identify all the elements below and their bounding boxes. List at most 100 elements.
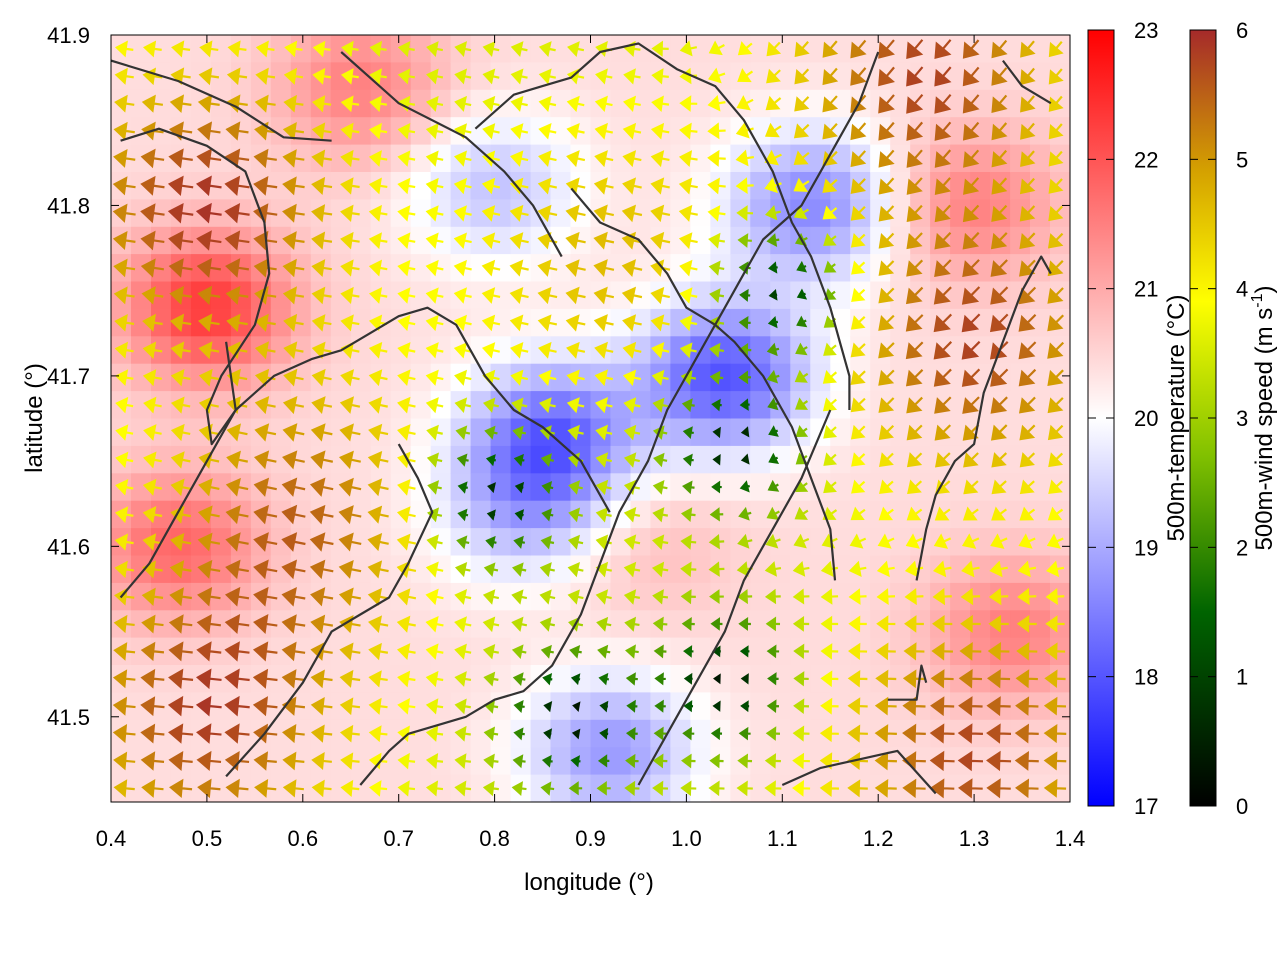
- temperature-cell: [131, 62, 152, 91]
- wind-arrow: [510, 41, 528, 58]
- wind-arrow: [112, 176, 136, 196]
- wind-arrow: [848, 615, 867, 633]
- temperature-cell: [131, 500, 152, 529]
- wind-arrow: [930, 669, 954, 689]
- wind-arrow: [1048, 68, 1064, 85]
- wind-arrow: [368, 423, 389, 442]
- temperature-cell: [970, 500, 991, 529]
- wind-arrow: [197, 505, 220, 524]
- temperature-cell: [330, 582, 352, 611]
- wind-arrow: [990, 368, 1009, 387]
- wind-arrow: [963, 452, 979, 468]
- wind-arrow: [254, 286, 277, 305]
- wind-arrow: [626, 699, 638, 713]
- temperature-cell: [770, 144, 791, 173]
- wind-arrow: [397, 698, 416, 715]
- wind-arrow: [796, 260, 808, 273]
- temperature-cell: [890, 62, 911, 91]
- wind-arrow: [253, 586, 278, 607]
- wind-arrow: [595, 68, 613, 85]
- temperature-cell: [750, 199, 771, 228]
- temperature-cell: [550, 199, 572, 228]
- temperature-cell: [810, 582, 831, 611]
- wind-arrow: [711, 480, 722, 494]
- wind-arrow: [1045, 588, 1065, 606]
- wind-arrow: [195, 695, 222, 717]
- wind-arrow: [170, 451, 191, 469]
- wind-arrow: [1048, 95, 1064, 112]
- wind-arrow: [425, 588, 444, 606]
- temperature-cell: [830, 473, 851, 502]
- wind-arrow: [850, 150, 867, 168]
- wind-arrow: [903, 642, 925, 661]
- wind-arrow: [653, 726, 667, 741]
- temperature-cell: [1030, 665, 1051, 693]
- wind-arrow: [678, 150, 698, 167]
- wind-arrow: [542, 673, 553, 686]
- temperature-cell: [1050, 144, 1070, 173]
- wind-arrow: [1047, 397, 1064, 414]
- temperature-cell: [830, 637, 851, 666]
- wind-arrow: [538, 150, 557, 168]
- wind-arrow: [878, 287, 895, 304]
- wind-arrow: [426, 534, 443, 550]
- wind-arrow: [341, 40, 359, 58]
- wind-arrow: [142, 313, 163, 332]
- temperature-cell: [770, 692, 791, 721]
- temperature-cell: [470, 281, 492, 310]
- wind-arrow: [367, 505, 389, 524]
- wind-arrow: [224, 175, 250, 196]
- temperature-cell: [210, 610, 232, 639]
- wind-arrow: [339, 724, 360, 743]
- temperature-cell: [610, 692, 632, 721]
- wind-arrow: [510, 68, 528, 85]
- temperature-cell: [830, 445, 851, 474]
- wind-arrow: [454, 616, 472, 633]
- wind-arrow: [254, 94, 276, 113]
- temperature-cell: [350, 637, 372, 666]
- wind-arrow: [850, 506, 866, 521]
- wind-arrow: [454, 671, 472, 687]
- temperature-cell: [970, 117, 991, 146]
- wind-arrow: [115, 369, 134, 387]
- wind-arrow: [651, 342, 670, 359]
- temperature-cell: [770, 89, 791, 118]
- temperature-cell: [1050, 226, 1070, 255]
- wind-arrow: [511, 644, 527, 660]
- wind-arrow: [961, 340, 981, 360]
- wind-arrow: [1047, 314, 1065, 332]
- wind-arrow: [113, 614, 135, 634]
- wind-arrow: [142, 369, 162, 387]
- wind-arrow: [368, 369, 388, 387]
- wind-arrow: [425, 123, 444, 140]
- temperature-cell: [830, 692, 851, 721]
- temperature-cell: [330, 747, 352, 776]
- wind-arrow: [623, 452, 641, 468]
- wind-arrow: [596, 780, 611, 796]
- temperature-cell: [1050, 528, 1070, 557]
- wind-arrow: [338, 532, 362, 552]
- temperature-cell: [330, 308, 352, 337]
- temperature-cell: [490, 226, 512, 255]
- wind-arrow: [652, 589, 669, 605]
- temperature-cell: [470, 774, 492, 802]
- wind-arrow: [368, 204, 388, 222]
- temperature-cell: [350, 445, 372, 474]
- wind-arrow: [963, 177, 980, 195]
- temperature-cell: [770, 254, 791, 283]
- temperature-cell: [490, 62, 512, 91]
- wind-arrow: [170, 396, 191, 414]
- temperature-cell: [490, 500, 512, 529]
- wind-arrow: [225, 121, 249, 141]
- wind-arrow: [929, 723, 955, 744]
- wind-arrow: [768, 425, 779, 437]
- wind-arrow: [226, 67, 248, 86]
- y-axis-ticks: 41.5 41.6 41.7 41.8 41.9: [47, 23, 1070, 730]
- wind-arrow: [225, 258, 250, 278]
- temperature-cell: [1030, 391, 1051, 420]
- temperature-cell: [670, 747, 691, 776]
- temperature-cell: [350, 144, 372, 173]
- wind-arrow: [961, 286, 981, 305]
- wind-arrow: [906, 39, 924, 60]
- temperature-cell: [830, 226, 851, 255]
